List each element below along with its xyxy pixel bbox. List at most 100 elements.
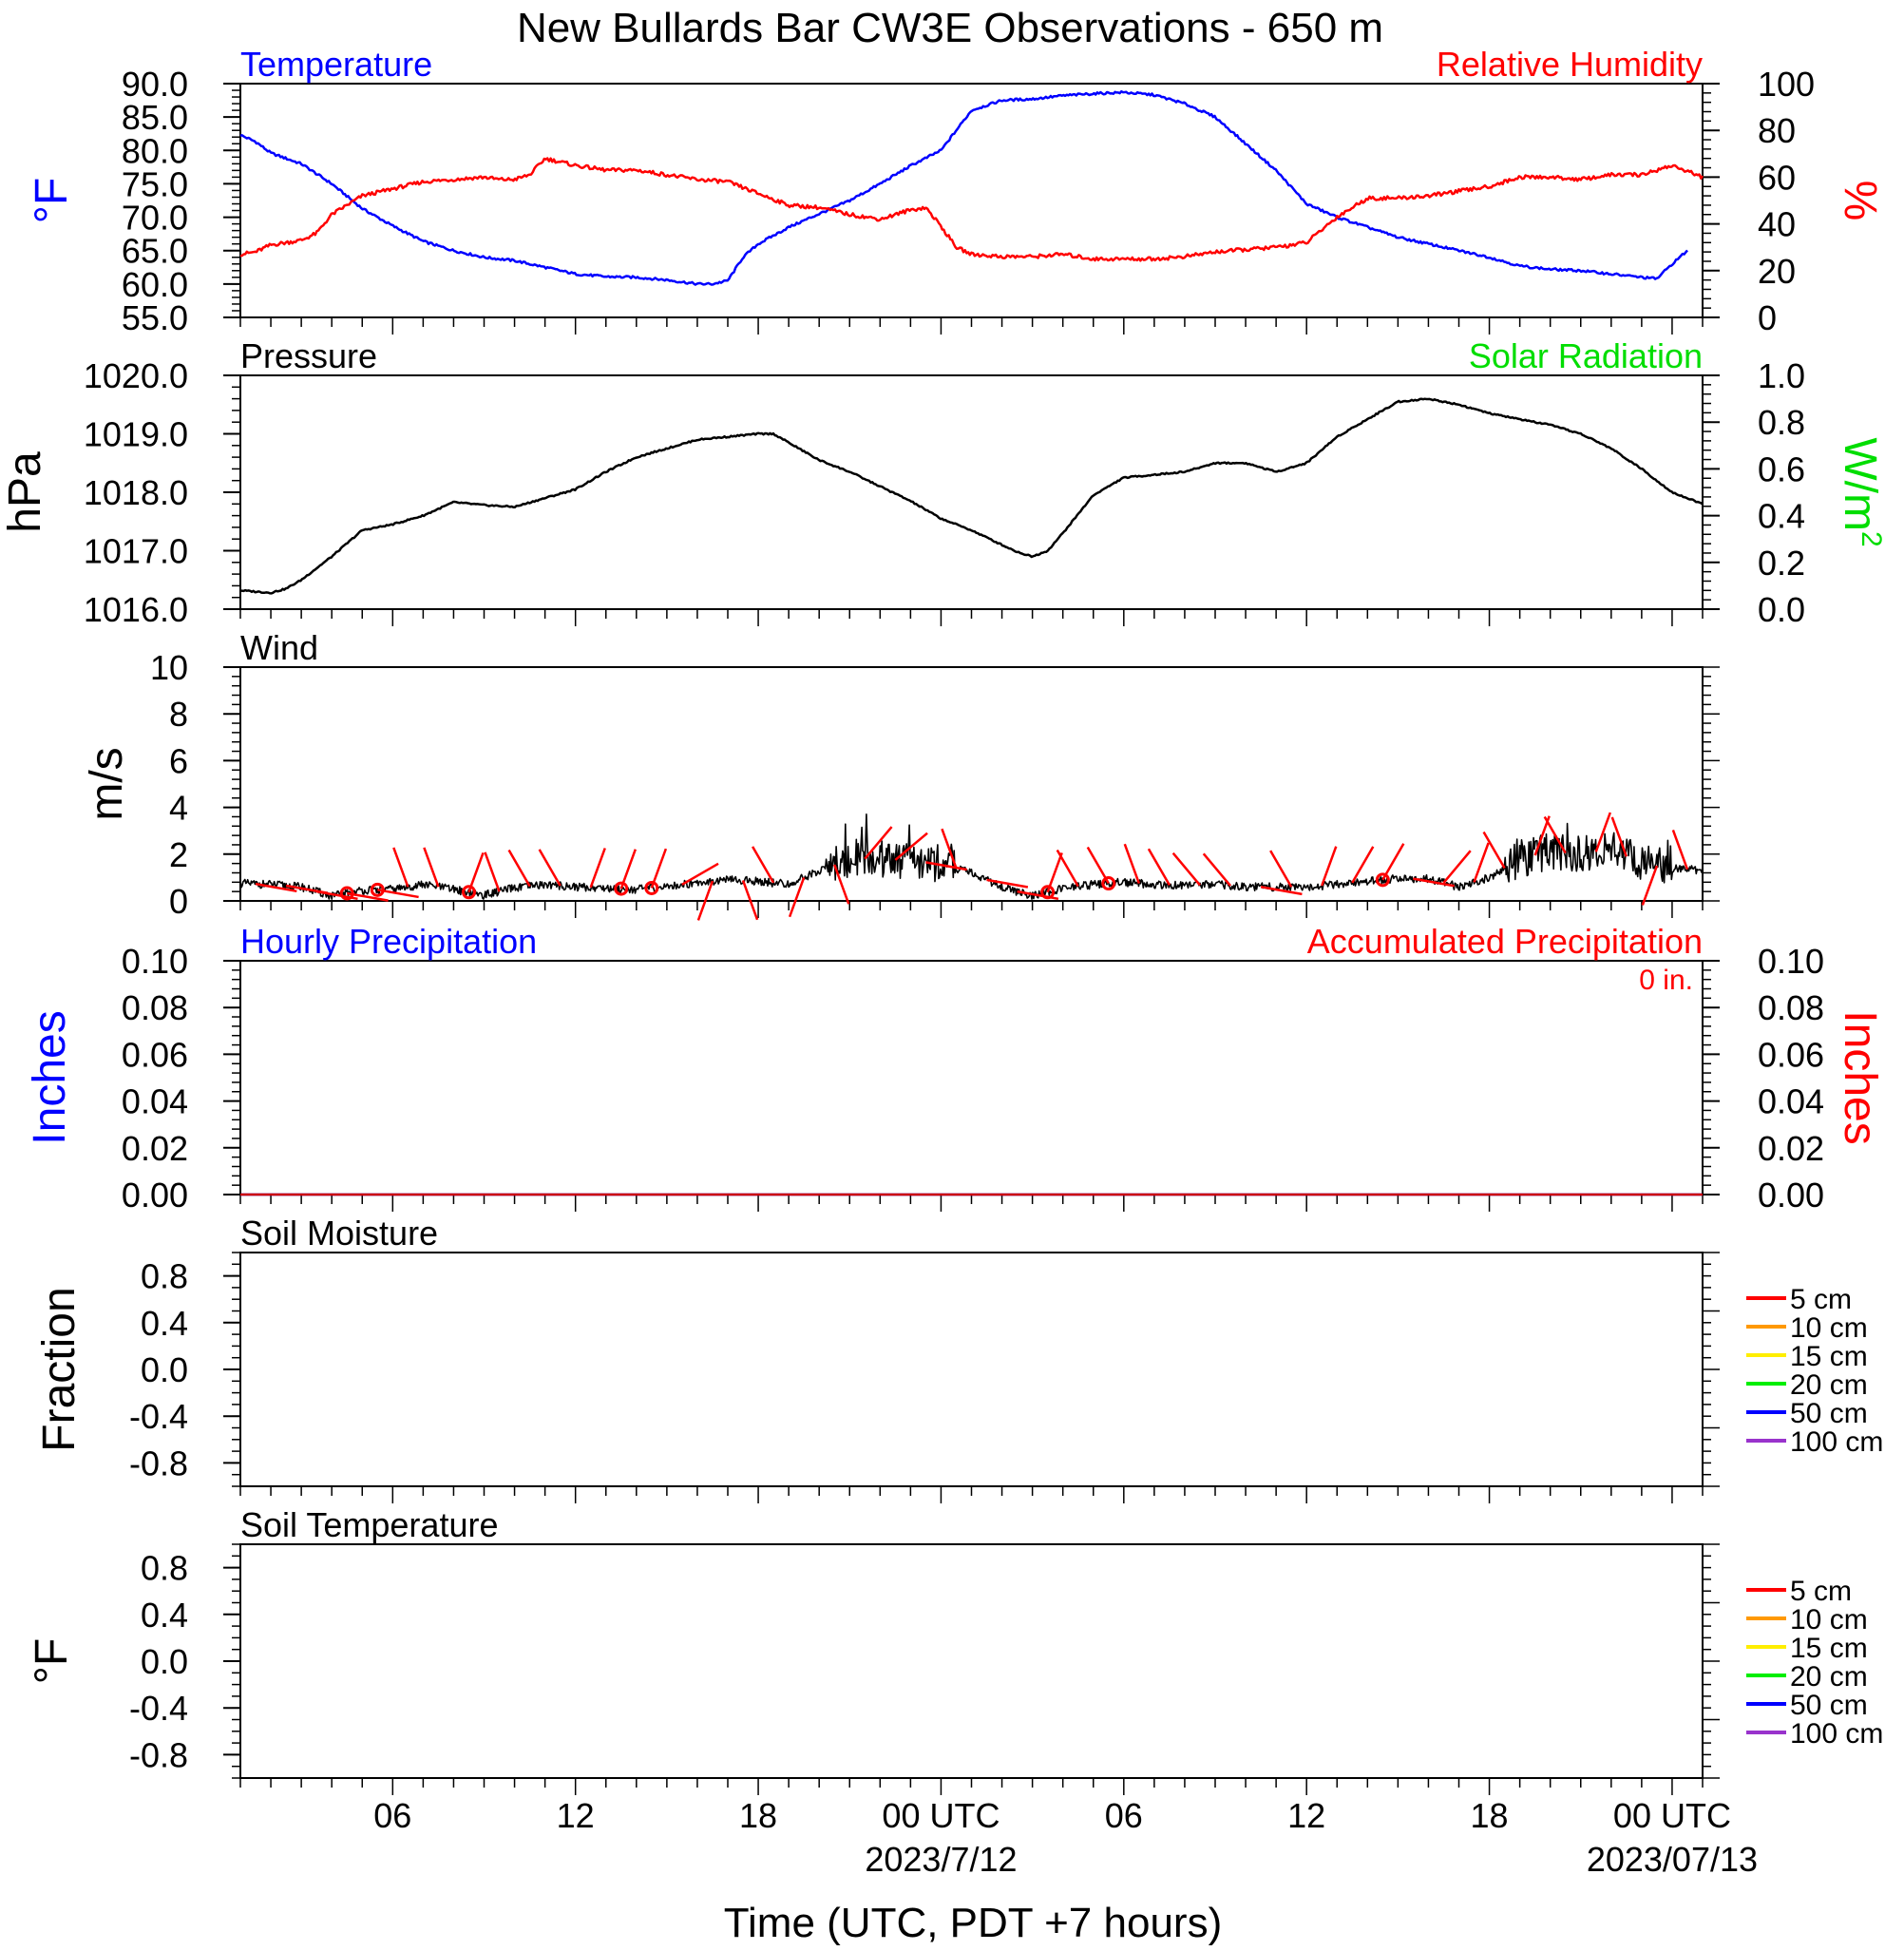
legend-label: 100 cm (1790, 1718, 1883, 1750)
y-axis-label-right-temp-rh: % (1835, 181, 1885, 221)
series-pressure (239, 397, 1704, 595)
plot-frame-soil-moisture (239, 1252, 1704, 1487)
legend-label: 15 cm (1790, 1633, 1868, 1664)
wind-barb (752, 846, 775, 884)
y-axis-label-precip: Inches (25, 1010, 75, 1144)
y-axis-label-wind: m/s (82, 747, 132, 820)
legend-label: 50 cm (1790, 1690, 1868, 1721)
y-right-temp-rh-tick-label: 80 (1758, 111, 1796, 150)
x-tick-label: 00 UTC (1613, 1796, 1731, 1835)
x-tick-label: 18 (739, 1796, 777, 1835)
legend-label: 10 cm (1790, 1312, 1868, 1344)
series-relative-humidity (239, 157, 1704, 262)
y-left-wind-tick-label: 10 (150, 648, 188, 687)
y-left-soil-moisture-tick-label: 0.8 (141, 1257, 188, 1296)
y-left-precip-tick-label: 0.00 (122, 1176, 188, 1215)
panel-title-temp-rh: Temperature (240, 45, 432, 84)
x-axis-ticks: 06 12 18 00 UTC 2023/7/12 06 12 18 00 UTC 2023/07… (373, 1796, 1758, 1879)
calm-wind-marker (1040, 885, 1056, 900)
y-left-temp-rh-tick-label: 60.0 (122, 265, 188, 304)
legend-label: 20 cm (1790, 1661, 1868, 1693)
x-tick-label: 12 (1287, 1796, 1325, 1835)
wind-barb (833, 864, 850, 905)
y-right-temp-rh-tick-label: 20 (1758, 252, 1796, 291)
y-left-wind-tick-label: 4 (169, 789, 188, 828)
y-left-pressure-tick-label: 1020.0 (84, 356, 188, 395)
y-right-temp-rh-tick-label: 0 (1758, 298, 1777, 337)
y-right-pressure-tick-label: 1.0 (1758, 356, 1805, 395)
wind-barb (1671, 830, 1689, 870)
calm-wind-marker (461, 885, 476, 900)
y-left-soil-temperature-tick-label: -0.8 (129, 1735, 188, 1774)
panel-title-precip: Hourly Precipitation (240, 922, 537, 961)
y-axis-label-temp-rh: °F (27, 178, 77, 224)
y-left-precip-tick-label: 0.08 (122, 988, 188, 1027)
wind-barb (681, 862, 719, 886)
y-right-pressure-tick-label: 0.6 (1758, 449, 1805, 488)
y-left-temp-rh-tick-label: 70.0 (122, 199, 188, 238)
y-axis-label-right-precip: Inches (1835, 1010, 1885, 1144)
wind-barb (507, 849, 531, 888)
y-right-precip-tick-label: 0.02 (1758, 1129, 1824, 1168)
calm-wind-marker (1375, 872, 1390, 888)
wind-barb (1641, 865, 1659, 906)
wind-barb (1123, 843, 1141, 884)
y-left-temp-rh-tick-label: 80.0 (122, 131, 188, 170)
y-left-soil-moisture-tick-label: -0.4 (129, 1397, 188, 1436)
wind-barb (1202, 852, 1231, 887)
y-left-temp-rh-tick-label: 65.0 (122, 232, 188, 271)
wind-barb (1543, 815, 1567, 854)
y-left-precip-tick-label: 0.06 (122, 1035, 188, 1074)
y-left-temp-rh-tick-label: 75.0 (122, 164, 188, 203)
y-right-precip-tick-label: 0.08 (1758, 988, 1824, 1027)
wind-barb (941, 828, 958, 869)
panels: Temperature Relative Humidity°F90.085.080… (0, 45, 1887, 1795)
panel-title-soil-moisture: Soil Moisture (240, 1214, 438, 1253)
legend-label: 5 cm (1790, 1576, 1852, 1607)
legend-label: 50 cm (1790, 1398, 1868, 1429)
series-temperature (239, 89, 1688, 286)
legend-label: 15 cm (1790, 1341, 1868, 1372)
y-right-precip-tick-label: 0.04 (1758, 1082, 1824, 1121)
calm-wind-marker (644, 880, 659, 895)
chart-title: New Bullards Bar CW3E Observations - 650… (517, 5, 1383, 51)
wind-barb (1482, 831, 1506, 870)
wind-barb (255, 882, 297, 893)
y-axis-label-soil-temperature: °F (27, 1638, 77, 1685)
wind-barb (925, 861, 967, 871)
wind-barb (1269, 850, 1293, 888)
wind-barb (589, 848, 606, 889)
y-axis-label-right-pressure: W/m2 (1835, 437, 1887, 546)
plot-frame-temp-rh (239, 83, 1704, 318)
plot-frame-soil-temperature (239, 1543, 1704, 1779)
plot-frame-pressure (239, 374, 1704, 610)
calm-wind-marker (370, 882, 385, 897)
y-left-pressure-tick-label: 1018.0 (84, 473, 188, 512)
panel-right-title-pressure: Solar Radiation (1469, 336, 1703, 375)
wind-barb (1056, 849, 1079, 888)
y-left-pressure-tick-label: 1016.0 (84, 590, 188, 629)
y-left-temp-rh-tick-label: 55.0 (122, 298, 188, 337)
y-left-soil-temperature-tick-label: 0.4 (141, 1596, 188, 1635)
wind-barb (894, 832, 928, 861)
y-axis-label-soil-moisture: Fraction (34, 1287, 85, 1451)
x-tick-label: 18 (1471, 1796, 1509, 1835)
y-right-precip-tick-label: 0.10 (1758, 942, 1824, 981)
y-right-temp-rh-tick-label: 40 (1758, 205, 1796, 244)
y-left-soil-temperature-tick-label: -0.4 (129, 1689, 188, 1728)
x-tick-label: 06 (373, 1796, 411, 1835)
y-right-pressure-tick-label: 0.2 (1758, 544, 1805, 583)
wind-barb (788, 876, 806, 918)
y-right-pressure-tick-label: 0.0 (1758, 590, 1805, 629)
wind-barb (1594, 812, 1612, 852)
panel-title-soil-temperature: Soil Temperature (240, 1505, 498, 1544)
legend-label: 100 cm (1790, 1426, 1883, 1458)
panel-title-pressure: Pressure (240, 336, 377, 375)
x-date-label: 2023/07/13 (1587, 1840, 1758, 1879)
y-left-wind-tick-label: 6 (169, 741, 188, 780)
legend-label: 5 cm (1790, 1284, 1852, 1315)
wind-barb (696, 880, 714, 921)
x-date-label: 2023/7/12 (865, 1840, 1017, 1879)
y-left-pressure-tick-label: 1017.0 (84, 532, 188, 571)
